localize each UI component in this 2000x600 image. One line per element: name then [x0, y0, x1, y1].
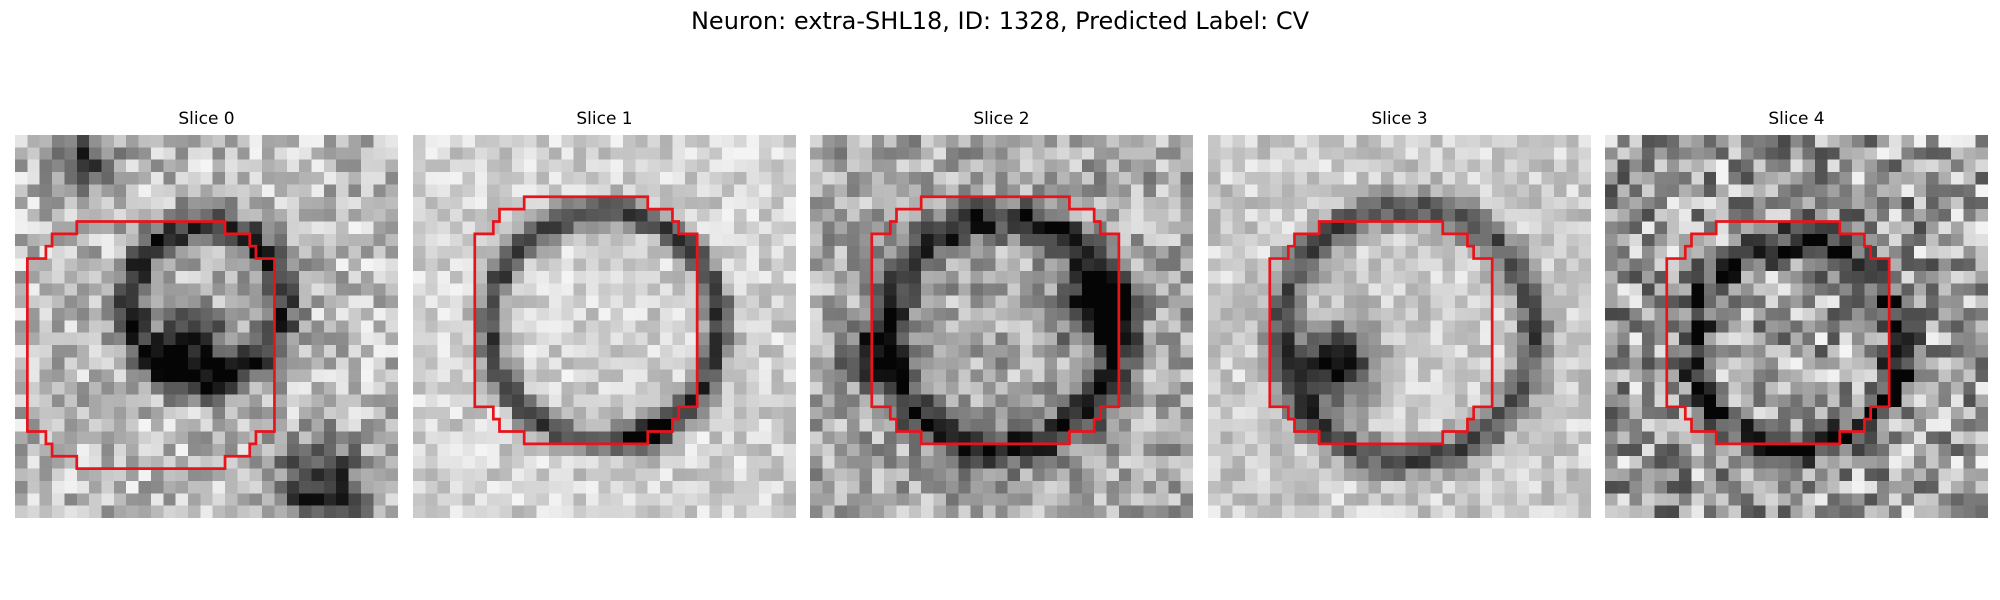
grayscale-pixel-grid — [1605, 135, 1988, 518]
slice-panel-1: Slice 1 — [413, 108, 796, 518]
roi-outline — [1665, 220, 1891, 446]
grayscale-pixel-grid — [15, 135, 398, 518]
slice-image — [810, 135, 1193, 518]
slice-title: Slice 2 — [973, 109, 1030, 129]
roi-outline — [25, 220, 276, 470]
grayscale-pixel-grid — [413, 135, 796, 518]
grayscale-pixel-grid — [810, 135, 1193, 518]
slice-panel-0: Slice 0 — [15, 108, 398, 518]
roi-outline — [1268, 220, 1494, 446]
slice-panel-4: Slice 4 — [1605, 108, 1988, 518]
roi-outline — [473, 195, 699, 446]
slice-image — [1208, 135, 1591, 518]
slice-title: Slice 1 — [576, 109, 633, 129]
slice-image — [413, 135, 796, 518]
grayscale-pixel-grid — [1208, 135, 1591, 518]
slice-title: Slice 3 — [1371, 109, 1428, 129]
slice-title: Slice 0 — [178, 109, 235, 129]
roi-outline — [870, 195, 1121, 446]
slice-image — [15, 135, 398, 518]
slice-panel-2: Slice 2 — [810, 108, 1193, 518]
slice-title: Slice 4 — [1768, 109, 1825, 129]
figure-title: Neuron: extra-SHL18, ID: 1328, Predicted… — [690, 7, 1310, 35]
slice-image — [1605, 135, 1988, 518]
slice-panel-3: Slice 3 — [1208, 108, 1591, 518]
